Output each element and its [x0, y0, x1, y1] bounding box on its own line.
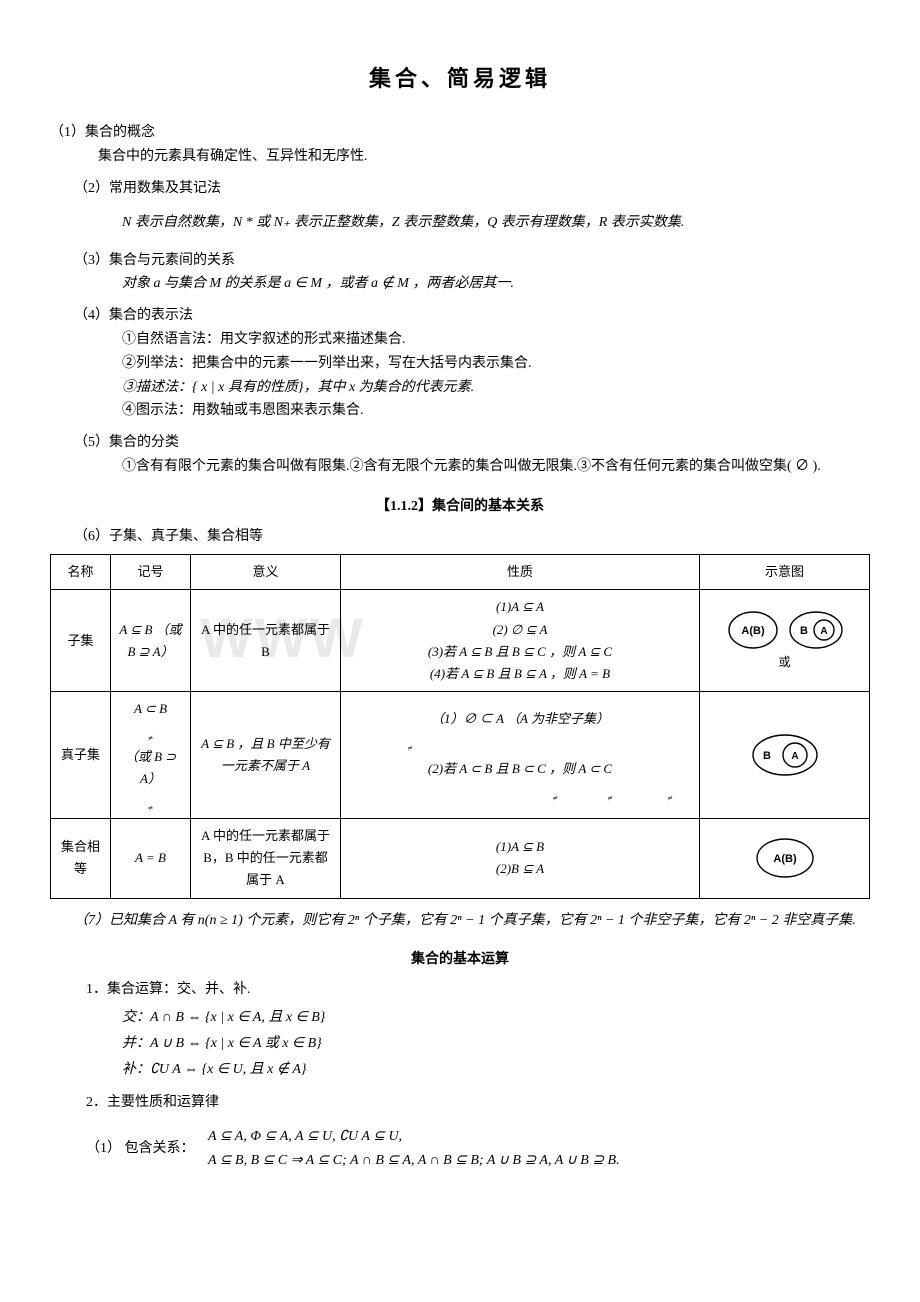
sets-table: 名称 记号 意义 性质 示意图 子集 A ⊆ B （或 B ⊇ A） A 中的任… — [50, 554, 870, 898]
row1-sym: A ⊆ B （或 B ⊇ A） — [111, 590, 191, 691]
ops2-1-label: （1） 包含关系： — [86, 1141, 195, 1156]
row1-p4: (4)若 A ⊆ B 且 B ⊆ A ，则 A = B — [349, 663, 691, 685]
s5-body: ①含有有限个元素的集合叫做有限集.②含有无限个元素的集合叫做无限集.③不含有任何… — [122, 455, 870, 479]
th-sym: 记号 — [111, 555, 191, 590]
svg-text:A(B): A(B) — [773, 853, 797, 865]
neq-sub-icon: ≠ — [148, 803, 153, 813]
row2-name: 真子集 — [51, 691, 111, 818]
section-112-title: 【1.1.2】集合间的基本关系 — [50, 495, 870, 519]
venn-proper-subset-icon: B A — [745, 730, 825, 780]
row1-mean: A 中的任一元素都属于 B — [191, 590, 341, 691]
s3-heading: （3）集合与元素间的关系 — [74, 249, 870, 273]
svg-text:B: B — [800, 625, 808, 637]
neq-sub-icon: ≠ — [148, 733, 153, 743]
ops2-heading: 2．主要性质和运算律 — [86, 1091, 870, 1115]
th-mean: 意义 — [191, 555, 341, 590]
svg-text:A: A — [821, 626, 828, 637]
table-row-proper-subset: 真子集 A ⊂ B ≠ （或 B ⊃ A） ≠ A ⊆ B ，且 B 中至少有一元素… — [51, 691, 870, 818]
row2-mean: A ⊆ B ，且 B 中至少有一元素不属于 A — [191, 691, 341, 818]
neq-sub-icon: ≠ — [608, 793, 613, 803]
row3-diagram: A(B) — [700, 819, 870, 898]
venn-equal-icon: A(B) — [750, 835, 820, 881]
section-1: （1）集合的概念 集合中的元素具有确定性、互异性和无序性. — [50, 121, 870, 169]
s1-body: 集合中的元素具有确定性、互异性和无序性. — [98, 145, 870, 169]
row2-p2: (2)若 A ⊂ B 且 B ⊂ C ，则 A ⊂ C — [428, 761, 612, 776]
ops2-1-line2: A ⊆ B, B ⊆ C ⇒ A ⊆ C; A ∩ B ⊆ A, A ∩ B ⊆… — [208, 1153, 620, 1168]
s4-l4: ④图示法：用数轴或韦恩图来表示集合. — [122, 399, 870, 423]
neq-sub-icon: ≠ — [667, 793, 672, 803]
th-name: 名称 — [51, 555, 111, 590]
row2-sym-a: A ⊂ B — [134, 701, 167, 716]
s4-heading: （4）集合的表示法 — [74, 304, 870, 328]
section-3: （3）集合与元素间的关系 对象 a 与集合 M 的关系是 a ∈ M ，或者 a… — [74, 249, 870, 297]
row1-prop: (1)A ⊆ A (2) ∅ ⊆ A (3)若 A ⊆ B 且 B ⊆ C ，则… — [341, 590, 700, 691]
section-2: （2）常用数集及其记法 N 表示自然数集，N * 或 N₊ 表示正整数集，Z 表… — [74, 177, 870, 235]
neq-sub-icon: ≠ — [408, 743, 413, 753]
row3-sym: A = B — [111, 819, 191, 898]
s4-l2: ②列举法：把集合中的元素一一列举出来，写在大括号内表示集合. — [122, 352, 870, 376]
row2-diagram: B A — [700, 691, 870, 818]
s7-body: （7）已知集合 A 有 n(n ≥ 1) 个元素，则它有 2ⁿ 个子集，它有 2… — [74, 913, 856, 928]
table-row-equal: 集合相等 A = B A 中的任一元素都属于 B，B 中的任一元素都属于 A (… — [51, 819, 870, 898]
svg-text:B: B — [763, 750, 771, 762]
row3-p1: (1)A ⊆ B — [349, 836, 691, 858]
row3-p2: (2)B ⊆ A — [349, 858, 691, 880]
ops1-heading: 1．集合运算：交、并、补. — [86, 978, 870, 1002]
row1-p1: (1)A ⊆ A — [349, 596, 691, 618]
s1-heading: （1）集合的概念 — [50, 121, 870, 145]
row1-p2: (2) ∅ ⊆ A — [349, 619, 691, 641]
th-diag: 示意图 — [700, 555, 870, 590]
table-row-subset: 子集 A ⊆ B （或 B ⊇ A） A 中的任一元素都属于 B (1)A ⊆ … — [51, 590, 870, 691]
section-7: （7）已知集合 A 有 n(n ≥ 1) 个元素，则它有 2ⁿ 个子集，它有 2… — [74, 909, 870, 933]
ops2-1: （1） 包含关系： A ⊆ A, Φ ⊆ A, A ⊆ U, ∁U A ⊆ U,… — [86, 1125, 870, 1173]
s3-body: 对象 a 与集合 M 的关系是 a ∈ M ，或者 a ∉ M ，两者必居其一. — [122, 276, 514, 291]
section-5: （5）集合的分类 ①含有有限个元素的集合叫做有限集.②含有无限个元素的集合叫做无… — [74, 431, 870, 479]
neq-sub-icon: ≠ — [553, 793, 558, 803]
row2-sym: A ⊂ B ≠ （或 B ⊃ A） ≠ — [111, 691, 191, 818]
svg-text:A(B): A(B) — [741, 625, 765, 637]
venn-ab-equal-icon: A(B) — [723, 608, 783, 652]
ops2-1-line1: A ⊆ A, Φ ⊆ A, A ⊆ U, ∁U A ⊆ U, — [208, 1129, 402, 1144]
ops1-block: 交：A ∩ B ⇔ {x | x ∈ A, 且 x ∈ B} 并：A ∪ B ⇔… — [122, 1006, 870, 1081]
ops-jiao: 交：A ∩ B ⇔ {x | x ∈ A, 且 x ∈ B} — [122, 1010, 325, 1025]
row1-or: 或 — [708, 652, 861, 672]
table-header-row: 名称 记号 意义 性质 示意图 — [51, 555, 870, 590]
row1-p3: (3)若 A ⊆ B 且 B ⊆ C ，则 A ⊆ C — [349, 641, 691, 663]
s4-l3: ③描述法：{ x | x 具有的性质}，其中 x 为集合的代表元素. — [122, 380, 474, 395]
ops-title: 集合的基本运算 — [50, 948, 870, 972]
row2-p1: （1）∅ ⊂ A （A 为非空子集） — [431, 711, 609, 726]
row2-sym-b: （或 B ⊃ A） — [125, 749, 176, 786]
th-prop: 性质 — [341, 555, 700, 590]
section-4: （4）集合的表示法 ①自然语言法：用文字叙述的形式来描述集合. ②列举法：把集合… — [74, 304, 870, 423]
s2-heading: （2）常用数集及其记法 — [74, 177, 870, 201]
ops-bu: 补：∁U A ⇔ {x ∈ U, 且 x ∉ A} — [122, 1062, 307, 1077]
s2-body: N 表示自然数集，N * 或 N₊ 表示正整数集，Z 表示整数集，Q 表示有理数… — [122, 215, 684, 230]
row1-name: 子集 — [51, 590, 111, 691]
ops2-1-lines: A ⊆ A, Φ ⊆ A, A ⊆ U, ∁U A ⊆ U, A ⊆ B, B … — [208, 1125, 620, 1173]
ops-bing: 并：A ∪ B ⇔ {x | x ∈ A 或 x ∈ B} — [122, 1036, 322, 1051]
row3-name: 集合相等 — [51, 819, 111, 898]
row3-mean: A 中的任一元素都属于 B，B 中的任一元素都属于 A — [191, 819, 341, 898]
s4-l1: ①自然语言法：用文字叙述的形式来描述集合. — [122, 328, 870, 352]
row1-diagram: A(B) B A 或 — [700, 590, 870, 691]
svg-text:A: A — [791, 751, 798, 762]
row2-prop: （1）∅ ⊂ A （A 为非空子集） ≠ (2)若 A ⊂ B 且 B ⊂ C ，… — [341, 691, 700, 818]
row3-prop: (1)A ⊆ B (2)B ⊆ A — [341, 819, 700, 898]
s5-heading: （5）集合的分类 — [74, 431, 870, 455]
page-title: 集合、简易逻辑 — [50, 60, 870, 97]
venn-b-contains-a-icon: B A — [786, 608, 846, 652]
s6-heading: （6）子集、真子集、集合相等 — [74, 525, 870, 549]
